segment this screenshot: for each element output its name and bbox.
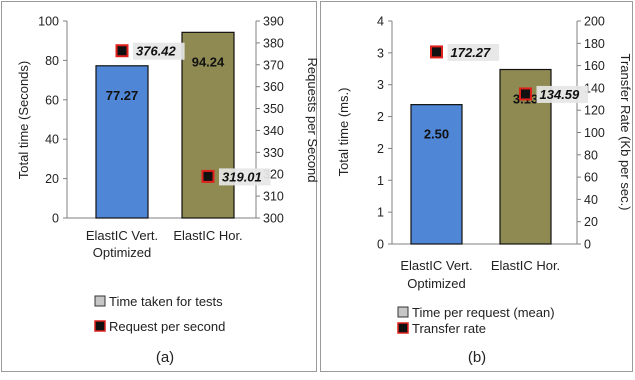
panel-a-y2-tick-label: 300 (263, 212, 284, 226)
panel-a-y2-tick-label: 310 (263, 190, 284, 204)
panel-a-y2-tick-label: 340 (263, 124, 284, 138)
panel-a-y2-tick-label: 350 (263, 102, 284, 116)
panel-b-y-tick-label: 4 (377, 15, 384, 29)
panel-b-point (430, 45, 443, 59)
panel-b-ylabel: Total time (ms.) (336, 88, 351, 177)
panel-b-bar (410, 104, 463, 245)
panel-b-y-tick-label: 3 (377, 78, 384, 92)
panel-b-border (320, 1, 633, 372)
panel-b-y-tick-label: 2 (377, 110, 384, 124)
panel-b-category-label: ElastIC Hor. (491, 258, 560, 273)
panel-b-y2-tick-label: 100 (584, 126, 605, 140)
panel-a-bar-label: 94.24 (192, 54, 225, 69)
panel-b-y2-tick-label: 120 (584, 104, 605, 118)
panel-b-bar-label: 2.50 (424, 127, 449, 142)
panel-b-y-tick-label: 2 (377, 142, 384, 156)
panel-b-y2-tick-label: 180 (584, 37, 605, 51)
panel-a-y-tick-label: 60 (45, 93, 59, 107)
panel-b-point (519, 87, 532, 101)
panel-a-y-tick-label: 40 (45, 133, 59, 147)
panel-a-border (1, 1, 317, 372)
panel-a-category-label: ElastIC Hor. (173, 228, 242, 243)
panel-a-y2-tick-label: 380 (263, 36, 284, 50)
panel-a-point (115, 44, 129, 58)
panel-a-y2-tick-label: 390 (263, 15, 284, 29)
panel-b-point-label: 172.27 (451, 45, 492, 60)
panel-a-y-tick-label: 80 (45, 54, 59, 68)
panel-b-y2label: Transfer Rate (Kb per sec.) (618, 53, 633, 210)
panel-a-legend-label-bar: Time taken for tests (109, 294, 223, 309)
panel-b-y2-tick-label: 20 (584, 215, 598, 229)
panel-a-y2label: Requests per Second (305, 57, 320, 182)
panel-a-point-label-bg (219, 168, 271, 186)
panel-b-point-label-bg (447, 43, 500, 61)
panel-b-caption: (b) (468, 349, 486, 366)
panel-a-plot: 0204060801003003103203303403503603703803… (38, 15, 284, 261)
panel-b-legend-swatch-point (397, 322, 409, 334)
panel-b-y2-tick-label: 160 (584, 59, 605, 73)
panel-b-y-tick-label: 3 (377, 46, 384, 60)
panel-b-point-label: 134.59 (540, 87, 581, 102)
panel-b-legend-swatch-bar (397, 306, 409, 318)
panel-b-y2-tick-label: 80 (584, 148, 598, 162)
panel-b-y2-tick-label: 60 (584, 171, 598, 185)
panel-a-y2-tick-label: 330 (263, 146, 284, 160)
panel-b-y-tick-label: 1 (377, 206, 384, 220)
panel-a-y2-tick-label: 370 (263, 58, 284, 72)
panel-b-point-label-bg (536, 85, 589, 103)
panel-a-legend-label-point: Request per second (109, 319, 225, 334)
panel-a-y-tick-label: 20 (45, 172, 59, 186)
panel-b-legend-label-bar: Time per request (mean) (412, 305, 555, 320)
panel-a-legend-swatch-bar (94, 295, 106, 307)
panel-a-point-label: 319.01 (222, 169, 262, 184)
panel-a-point-label-bg (133, 42, 185, 60)
panel-b-plot: 01122334020406080100120140160180200Elast… (377, 15, 605, 292)
panel-a-category-label: Optimized (93, 245, 152, 260)
panel-b-y2-tick-label: 200 (584, 15, 605, 29)
panel-b-y2-tick-label: 140 (584, 81, 605, 95)
panel-a-y-tick-label: 100 (38, 15, 59, 29)
panel-a-y-tick-label: 0 (52, 212, 59, 226)
panel-b-legend-label-point: Transfer rate (412, 321, 486, 336)
panel-a-category-label: ElastIC Vert. (86, 228, 158, 243)
panel-b-category-label: Optimized (407, 276, 466, 291)
panel-a-y2-tick-label: 360 (263, 80, 284, 94)
panel-a-point (201, 169, 215, 183)
panel-b-y2-tick-label: 40 (584, 193, 598, 207)
panel-b-y-tick-label: 1 (377, 174, 384, 188)
panel-a-bar-label: 77.27 (106, 88, 139, 103)
panel-b-category-label: ElastIC Vert. (400, 258, 472, 273)
panel-a-point-label: 376.42 (136, 44, 177, 59)
panel-a-bar (95, 65, 149, 219)
panel-a-legend-swatch-point (94, 320, 106, 332)
panel-a-bar (181, 31, 235, 219)
panel-a-ylabel: Total time (Seconds) (16, 61, 31, 180)
panel-b-y-tick-label: 0 (377, 238, 384, 252)
panel-a-caption: (a) (156, 349, 174, 366)
panel-b-y2-tick-label: 0 (584, 238, 591, 252)
